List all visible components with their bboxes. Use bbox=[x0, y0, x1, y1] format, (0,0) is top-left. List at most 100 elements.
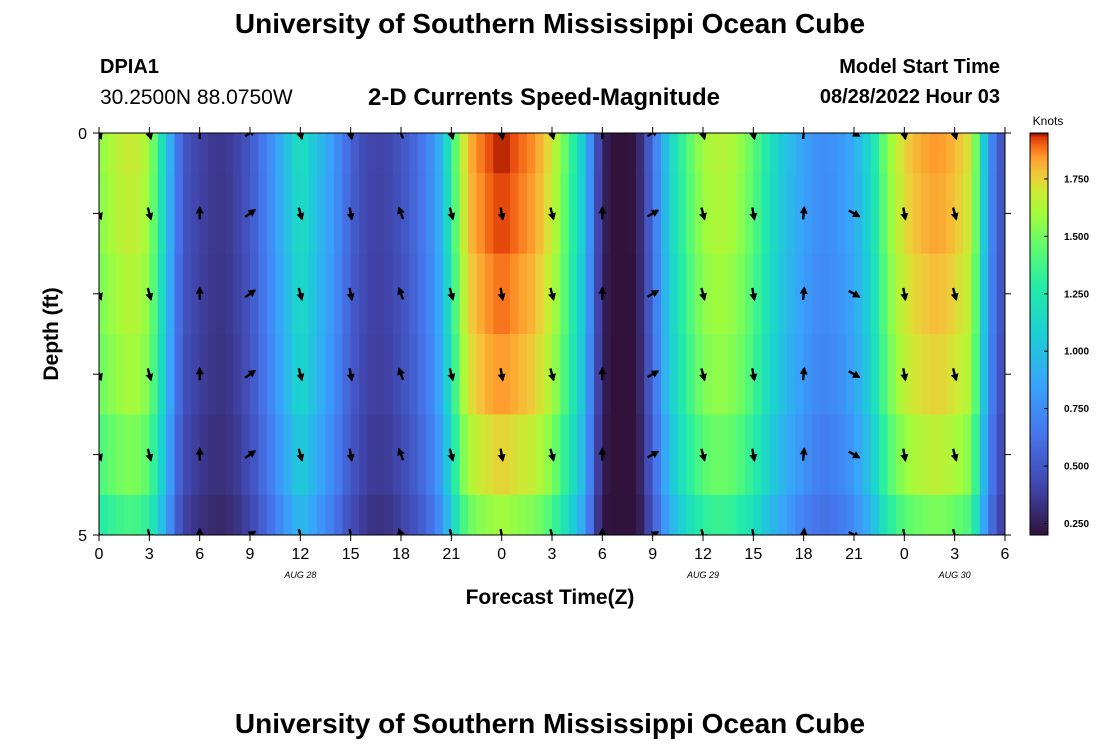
current-arrow bbox=[699, 133, 707, 141]
current-arrow bbox=[296, 287, 305, 301]
heatmap-cell bbox=[895, 334, 905, 415]
heatmap-cell bbox=[308, 414, 318, 496]
heatmap-cell bbox=[182, 173, 192, 254]
heatmap-cell bbox=[510, 133, 520, 174]
heatmap-cell bbox=[921, 494, 931, 535]
heatmap-cell bbox=[275, 494, 285, 535]
heatmap-cell bbox=[124, 494, 134, 535]
x-tick-label: 9 bbox=[246, 546, 255, 563]
heatmap-cell bbox=[552, 133, 561, 174]
current-arrow bbox=[598, 527, 607, 535]
current-arrow bbox=[195, 205, 204, 220]
heatmap-cell bbox=[971, 133, 981, 174]
heatmap-cell bbox=[644, 253, 654, 335]
heatmap-cell bbox=[401, 253, 410, 335]
heatmap-cell bbox=[963, 414, 973, 496]
heatmap-cell bbox=[417, 173, 427, 254]
heatmap-cell bbox=[912, 253, 922, 335]
heatmap-cell bbox=[652, 414, 662, 496]
colorbar-tick-label: 1.750 bbox=[1064, 174, 1089, 185]
heatmap-cell bbox=[442, 494, 452, 535]
heatmap-cell bbox=[677, 414, 687, 496]
current-arrow bbox=[296, 368, 305, 382]
heatmap-cell bbox=[661, 173, 671, 254]
heatmap-cell bbox=[761, 494, 771, 535]
heatmap-cell bbox=[845, 494, 855, 535]
heatmap-cell bbox=[719, 494, 729, 535]
heatmap-cell bbox=[753, 133, 763, 174]
heatmap-cell bbox=[627, 414, 637, 496]
heatmap-cell bbox=[140, 494, 150, 535]
heatmap-cell bbox=[686, 414, 696, 496]
heatmap-cell bbox=[686, 253, 696, 335]
heatmap-cell bbox=[845, 253, 855, 335]
heatmap-cell bbox=[350, 494, 360, 535]
x-tick-label: 12 bbox=[694, 546, 712, 563]
heatmap-cell bbox=[979, 133, 989, 174]
heatmap-cell bbox=[149, 133, 159, 174]
heatmap-cell bbox=[812, 253, 822, 335]
heatmap-cell bbox=[979, 414, 989, 496]
current-arrow bbox=[145, 133, 153, 141]
heatmap-cell bbox=[795, 173, 805, 254]
colorbar-tick-label: 1.000 bbox=[1064, 347, 1089, 358]
heatmap-cell bbox=[275, 334, 285, 415]
heatmap-cell bbox=[887, 334, 897, 415]
heatmap-cell bbox=[99, 173, 108, 254]
heatmap-cell bbox=[484, 414, 494, 496]
heatmap-cell bbox=[694, 253, 704, 335]
heatmap-cell bbox=[719, 253, 729, 335]
heatmap-cell bbox=[501, 334, 511, 415]
heatmap-cell bbox=[635, 414, 645, 496]
heatmap-cell bbox=[367, 414, 377, 496]
heatmap-cell bbox=[627, 334, 637, 415]
heatmap-cell bbox=[174, 494, 184, 535]
heatmap-cell bbox=[627, 494, 637, 535]
heatmap-cell bbox=[233, 494, 243, 535]
current-arrow bbox=[646, 209, 660, 218]
heatmap-cell bbox=[954, 173, 964, 254]
heatmap-cell bbox=[879, 334, 889, 415]
heatmap-cell bbox=[375, 414, 385, 496]
heatmap-cell bbox=[224, 334, 234, 415]
heatmap-cell bbox=[115, 414, 125, 496]
heatmap-cell bbox=[778, 334, 788, 415]
current-arrow bbox=[346, 448, 355, 462]
x-tick-label: 3 bbox=[145, 546, 154, 563]
heatmap-cell bbox=[937, 133, 947, 174]
heatmap-cell bbox=[250, 414, 259, 496]
current-arrow bbox=[247, 530, 257, 535]
heatmap-cell bbox=[703, 334, 712, 415]
heatmap-cell bbox=[493, 334, 503, 415]
heatmap-cell bbox=[317, 334, 327, 415]
heatmap-cell bbox=[199, 173, 209, 254]
heatmap-cell bbox=[526, 334, 536, 415]
heatmap-cell bbox=[854, 494, 863, 535]
current-arrow bbox=[598, 286, 607, 300]
x-tick-label: 0 bbox=[900, 546, 909, 563]
current-arrow bbox=[447, 287, 456, 301]
current-arrow bbox=[646, 370, 660, 379]
heatmap-cell bbox=[694, 334, 704, 415]
current-arrow bbox=[145, 287, 154, 301]
date-label: AUG 28 bbox=[283, 570, 316, 580]
current-arrow bbox=[198, 133, 201, 139]
heatmap-cell bbox=[526, 494, 536, 535]
heatmap-cell bbox=[468, 133, 478, 174]
heatmap-cell bbox=[140, 173, 150, 254]
heatmap-cell bbox=[568, 173, 578, 254]
current-arrow bbox=[749, 133, 758, 141]
heatmap-cell bbox=[828, 133, 838, 174]
heatmap-cells bbox=[99, 133, 1005, 535]
current-arrow bbox=[99, 370, 103, 382]
heatmap-cell bbox=[191, 133, 201, 174]
heatmap-cell bbox=[887, 133, 897, 174]
heatmap-cell bbox=[703, 414, 712, 496]
heatmap-cell bbox=[426, 253, 436, 335]
heatmap-cell bbox=[325, 133, 335, 174]
heatmap-cell bbox=[115, 253, 125, 335]
heatmap-cell bbox=[812, 494, 822, 535]
current-arrow bbox=[244, 289, 257, 299]
heatmap-cell bbox=[224, 253, 234, 335]
current-arrow bbox=[699, 448, 707, 462]
